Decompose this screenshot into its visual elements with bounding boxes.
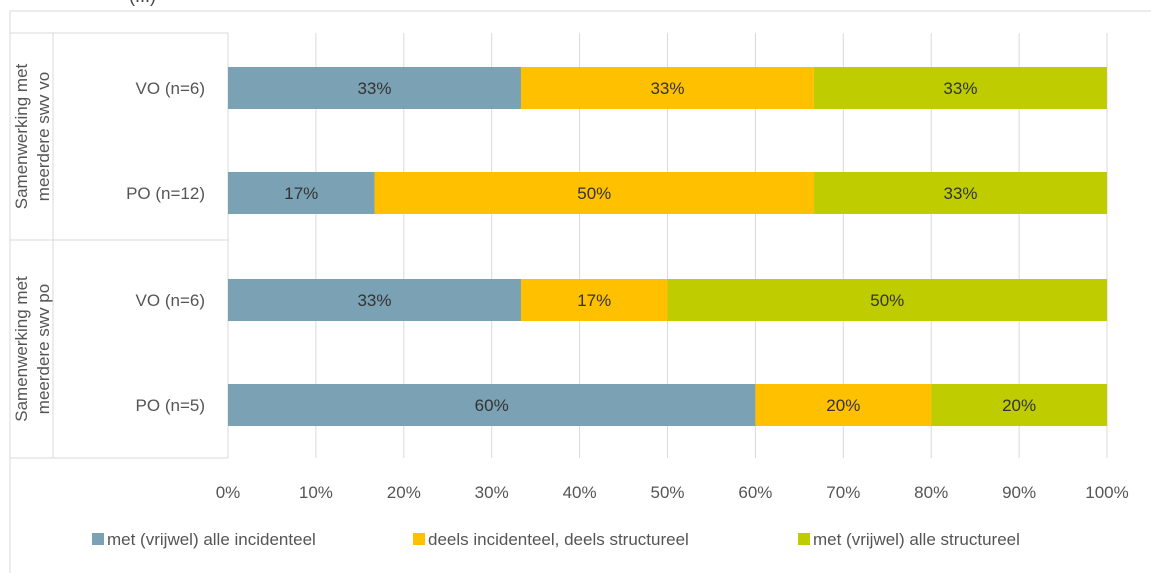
data-label: 33% (357, 79, 391, 98)
x-tick-label: 20% (387, 483, 421, 502)
data-label: 50% (577, 184, 611, 203)
data-label: 20% (1002, 396, 1036, 415)
bar-segment (520, 279, 668, 321)
x-tick-label: 90% (1002, 483, 1036, 502)
bar-segment (520, 67, 814, 109)
data-label: 20% (826, 396, 860, 415)
x-tick-label: 70% (826, 483, 860, 502)
legend-label: met (vrijwel) alle structureel (813, 530, 1020, 549)
bar-segment (755, 384, 932, 426)
group-label: Samenwerking met meerdere swv vo (12, 63, 53, 209)
category-label: VO (n=6) (136, 291, 205, 310)
bar-segment (228, 384, 756, 426)
data-label: 33% (943, 79, 977, 98)
header-text-fragment: (...) (129, 0, 156, 6)
bar-segment (667, 279, 1107, 321)
category-group-axis: Samenwerking met meerdere swv voSamenwerk… (10, 32, 229, 459)
group-label-line: meerdere swv po (34, 284, 53, 414)
category-label: VO (n=6) (136, 79, 205, 98)
data-label: 33% (650, 79, 684, 98)
data-label: 50% (870, 291, 904, 310)
bar-segment (931, 384, 1107, 426)
data-label: 17% (284, 184, 318, 203)
bar-segment (228, 67, 521, 109)
group-label-line: meerdere swv vo (34, 72, 53, 201)
category-label: PO (n=5) (136, 396, 205, 415)
legend-swatch (798, 533, 810, 545)
bar-segment (228, 172, 375, 214)
data-label: 17% (577, 291, 611, 310)
data-label: 33% (357, 291, 391, 310)
legend: met (vrijwel) alle incidenteel deels inci… (92, 530, 1020, 549)
x-tick-label: 30% (475, 483, 509, 502)
x-axis-ticks: 0% 10% 20% 30% 40% 50% 60% 70% 80% 90% 100% (216, 483, 1129, 502)
group-label-line: Samenwerking met (12, 63, 31, 209)
x-tick-label: 100% (1085, 483, 1128, 502)
bar-series: VO (n=6) 33% 33% 33% PO (n=12) 17% 50% 33% VO (n… (126, 67, 1107, 426)
x-tick-label: 80% (914, 483, 948, 502)
data-label: 33% (943, 184, 977, 203)
x-tick-label: 50% (650, 483, 684, 502)
group-label: Samenwerking met meerdere swv po (12, 276, 53, 422)
x-tick-label: 10% (299, 483, 333, 502)
bar-segment (813, 67, 1107, 109)
data-label: 60% (475, 396, 509, 415)
bar-segment (814, 172, 1107, 214)
x-tick-label: 0% (216, 483, 241, 502)
bar-segment (228, 279, 521, 321)
legend-swatch (92, 533, 104, 545)
legend-label: deels incidenteel, deels structureel (428, 530, 689, 549)
x-tick-label: 60% (738, 483, 772, 502)
category-label: PO (n=12) (126, 184, 205, 203)
bar-segment (374, 172, 815, 214)
x-tick-label: 40% (563, 483, 597, 502)
legend-label: met (vrijwel) alle incidenteel (107, 530, 316, 549)
group-label-line: Samenwerking met (12, 276, 31, 422)
legend-swatch (413, 533, 425, 545)
